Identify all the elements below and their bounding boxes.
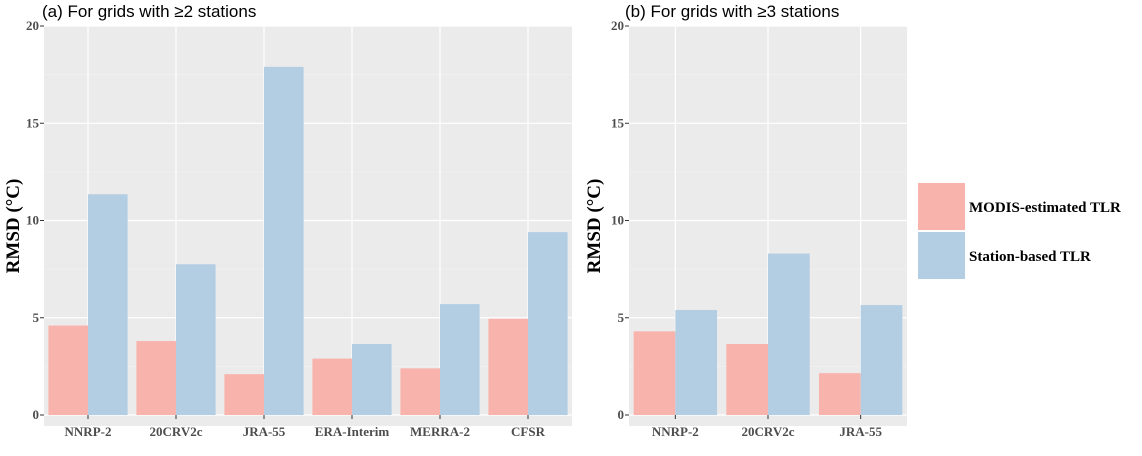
bar-modis-era-interim: [312, 358, 352, 415]
panel-b-y-axis-label: RMSD (°C): [584, 179, 605, 274]
y-tick-label: 20: [611, 18, 624, 33]
panel-a-bars: [48, 66, 568, 415]
y-tick-label: 5: [33, 310, 40, 325]
y-tick-label: 0: [33, 407, 40, 422]
x-tick-label: 20CRV2c: [150, 424, 203, 439]
legend: MODIS-estimated TLR Station-based TLR: [918, 183, 1121, 279]
bar-station-nnrp-2: [675, 309, 718, 415]
bar-modis-jra-55: [818, 373, 861, 415]
bar-station-era-interim: [352, 344, 392, 415]
panel-b-x-ticks: NNRP-2 20CRV2c JRA-55: [652, 415, 882, 439]
bar-modis-cfsr: [488, 318, 528, 415]
bar-modis-nnrp-2: [633, 331, 676, 415]
bar-modis-jra-55: [224, 374, 264, 415]
bar-station-cfsr: [528, 232, 568, 415]
x-tick-label: ERA-Interim: [315, 424, 390, 439]
panel-a: 0 5 10 15 20 NNRP-2 20CRV2c JRA-55 ERA-Interim M…: [3, 2, 572, 439]
bar-station-20crv2c: [176, 264, 216, 415]
x-tick-label: NNRP-2: [652, 424, 699, 439]
y-tick-label: 5: [618, 310, 625, 325]
bar-modis-merra-2: [400, 368, 440, 415]
x-tick-label: JRA-55: [839, 424, 882, 439]
legend-swatch-station: [918, 232, 965, 279]
panel-b-title: (b) For grids with ≥3 stations: [625, 2, 839, 21]
x-tick-label: NNRP-2: [65, 424, 112, 439]
bar-station-merra-2: [440, 304, 480, 415]
legend-label-station: Station-based TLR: [969, 249, 1091, 265]
panel-b-bars: [633, 253, 903, 415]
y-tick-label: 0: [618, 407, 625, 422]
panel-b-y-ticks: 0 5 10 15 20: [611, 18, 629, 422]
x-tick-label: MERRA-2: [410, 424, 470, 439]
y-tick-label: 15: [26, 115, 40, 130]
y-tick-label: 10: [26, 213, 39, 228]
y-tick-label: 20: [26, 18, 39, 33]
bar-station-nnrp-2: [88, 194, 128, 415]
bar-modis-nnrp-2: [48, 325, 88, 415]
bar-modis-20crv2c: [726, 344, 768, 415]
panel-a-y-ticks: 0 5 10 15 20: [26, 18, 44, 422]
x-tick-label: 20CRV2c: [742, 424, 795, 439]
panel-a-title: (a) For grids with ≥2 stations: [42, 2, 256, 21]
bar-station-jra-55: [860, 305, 903, 415]
bar-station-jra-55: [264, 66, 304, 415]
bar-modis-20crv2c: [136, 341, 176, 415]
panel-b: 0 5 10 15 20 NNRP-2 20CRV2c JRA-55 (b) For gri…: [584, 2, 907, 439]
y-tick-label: 15: [611, 115, 625, 130]
x-tick-label: JRA-55: [243, 424, 286, 439]
y-tick-label: 10: [611, 213, 624, 228]
x-tick-label: CFSR: [511, 424, 546, 439]
panel-a-background: [44, 26, 572, 426]
bar-station-20crv2c: [768, 253, 810, 415]
legend-swatch-modis: [918, 183, 965, 230]
panel-a-y-axis-label: RMSD (°C): [3, 179, 24, 274]
legend-label-modis: MODIS-estimated TLR: [969, 200, 1121, 216]
panel-a-x-ticks: NNRP-2 20CRV2c JRA-55 ERA-Interim MERRA-2 CFS…: [65, 415, 546, 439]
